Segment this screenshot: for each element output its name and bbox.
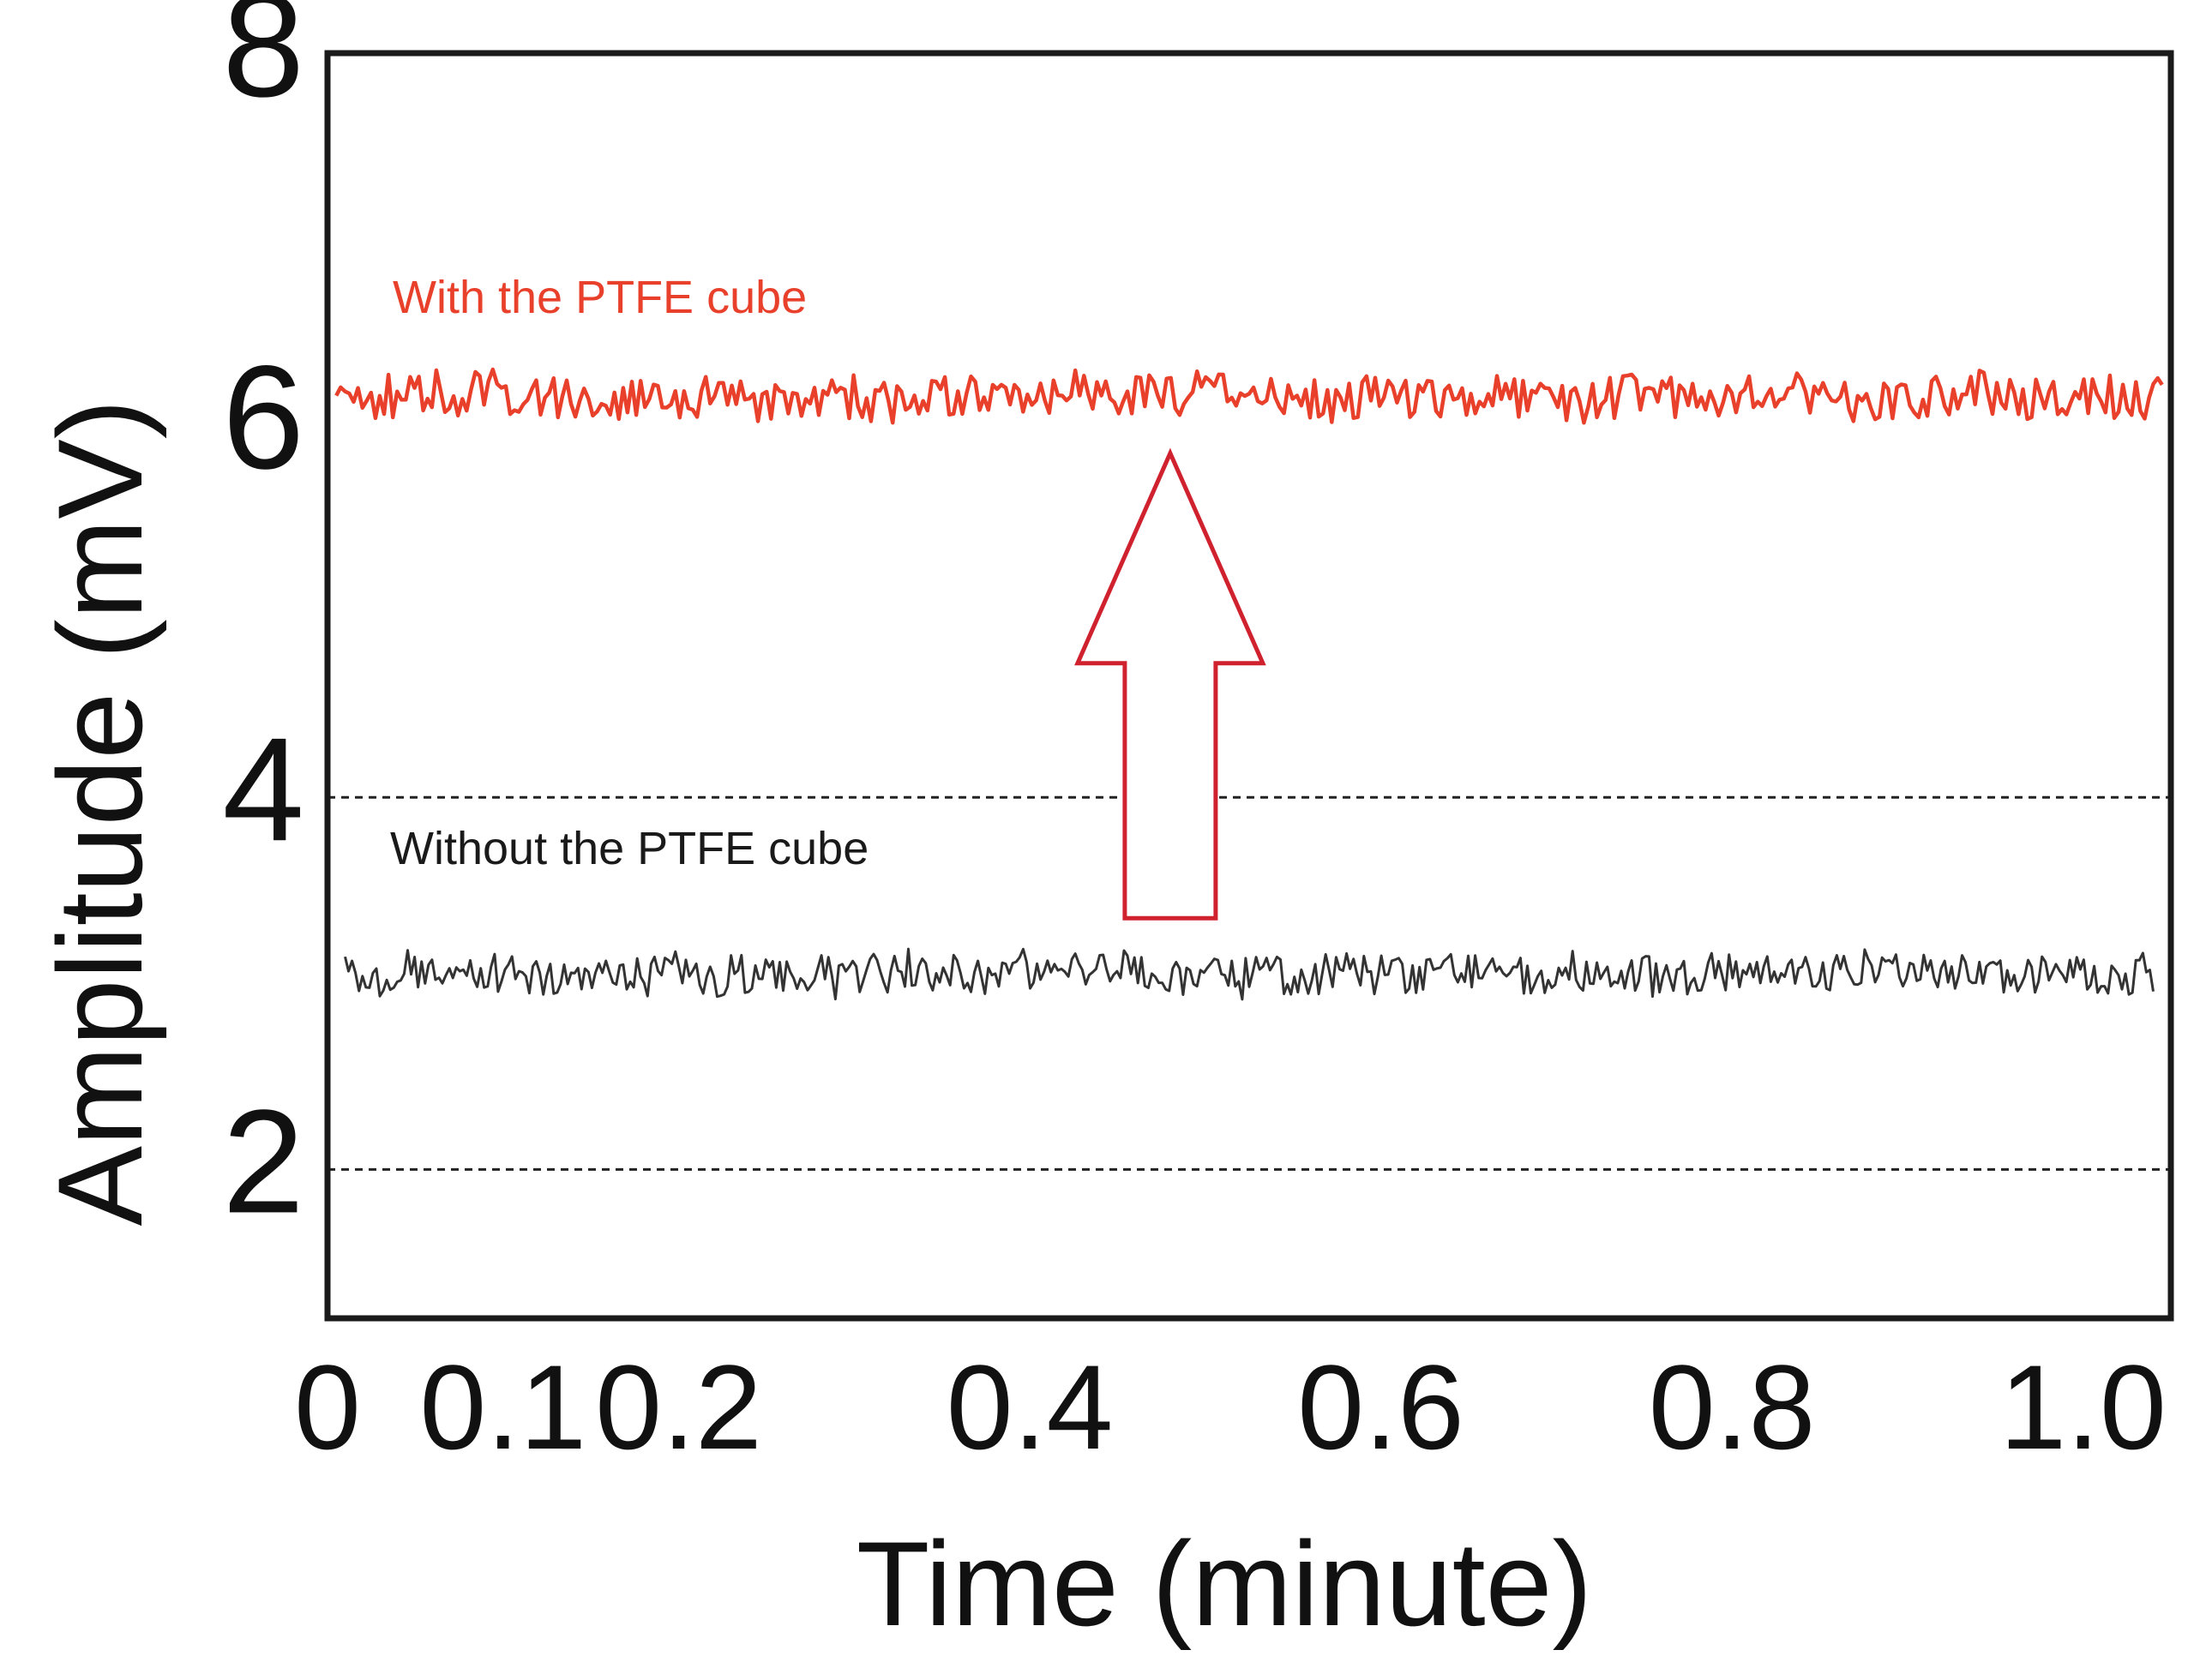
x-tick-label: 0.8 (1649, 1340, 1816, 1474)
x-tick-label: 0 (294, 1340, 361, 1474)
series-label-with-ptfe: With the PTFE cube (393, 272, 807, 323)
y-axis-ticks: 2 4 6 8 (222, 0, 304, 1244)
series-line-1 (344, 947, 2155, 1001)
series-label-without-ptfe: Without the PTFE cube (390, 823, 869, 874)
y-tick-label: 2 (222, 1079, 304, 1244)
reference-lines (328, 795, 2171, 1171)
x-axis-title: Time (minute) (857, 1516, 1592, 1651)
x-tick-label: 0.2 (595, 1340, 762, 1474)
plot-frame (324, 50, 2174, 1322)
x-tick-label: 0.4 (947, 1340, 1114, 1474)
y-tick-label: 4 (222, 707, 304, 872)
annotation-group (1074, 447, 1266, 921)
up-arrow-icon (1074, 447, 1266, 921)
series-line-0 (334, 367, 2164, 425)
x-tick-label: 0.6 (1297, 1340, 1464, 1474)
x-axis-ticks: 0 0.1 0.2 0.4 0.6 0.8 1.0 (294, 1340, 2167, 1474)
y-axis-title: Amplitude (mV) (33, 399, 167, 1227)
y-tick-label: 6 (222, 335, 304, 500)
x-tick-label: 0.1 (419, 1340, 586, 1474)
x-tick-label: 1.0 (1999, 1340, 2167, 1474)
y-tick-label: 8 (222, 0, 304, 128)
series-group (334, 367, 2164, 1001)
